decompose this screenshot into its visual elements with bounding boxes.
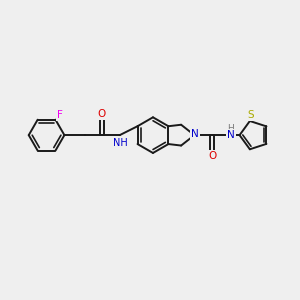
Text: F: F — [57, 110, 63, 120]
Text: O: O — [98, 109, 106, 119]
Text: N: N — [191, 129, 199, 139]
Text: N: N — [227, 130, 235, 140]
Text: NH: NH — [113, 138, 128, 148]
Text: O: O — [208, 151, 216, 161]
Text: S: S — [247, 110, 254, 120]
Text: H: H — [228, 124, 234, 133]
